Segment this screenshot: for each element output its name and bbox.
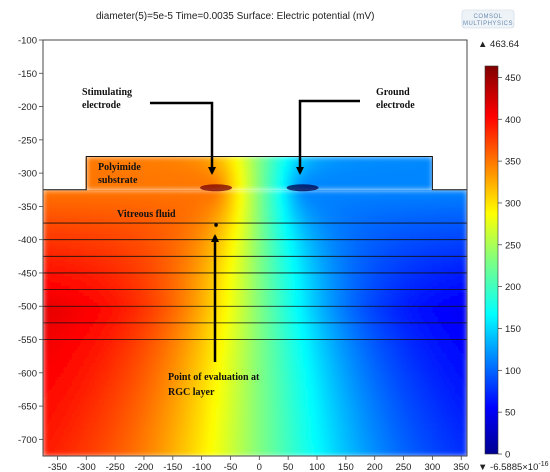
- stim-electrode-label-1: Stimulating: [82, 87, 132, 98]
- y-tick-label: -700: [18, 435, 37, 446]
- colorbar-max-label: ▲ 463.64: [478, 39, 519, 50]
- y-tick-label: -100: [18, 36, 37, 47]
- chart-title: diameter(5)=5e-5 Time=0.0035 Surface: El…: [96, 11, 374, 22]
- x-tick-label: 200: [367, 462, 383, 472]
- y-tick-label: -650: [18, 402, 37, 413]
- logo-line-1: COMSOL: [473, 14, 502, 20]
- x-tick-label: -100: [192, 462, 211, 472]
- x-tick-label: 100: [309, 462, 325, 472]
- evaluation-point: [214, 223, 218, 227]
- substrate-label-2: substrate: [98, 175, 138, 186]
- x-tick-label: -150: [163, 462, 182, 472]
- x-axis: -350 -300 -250 -200 -150 -100 -50 0 50 100 150 200 2…: [48, 456, 469, 472]
- colorbar-tick-label: 200: [505, 282, 521, 293]
- colorbar-min-exponent: -16: [538, 461, 548, 468]
- annotations: Stimulating electrode Ground electrode P…: [82, 87, 415, 398]
- y-tick-label: -150: [18, 69, 37, 80]
- ground-electrode-label-2: electrode: [376, 100, 415, 111]
- colorbar-tick-label: 450: [505, 73, 521, 84]
- colorbar: 0 50 100 150 200 250 300 350 400 450 ▲ 463.64 ▼ -…: [478, 39, 549, 472]
- y-tick-label: -400: [18, 235, 37, 246]
- ground-electrode-arrow: [296, 99, 360, 175]
- colorbar-tick-label: 50: [505, 408, 516, 419]
- logo-line-2: MULTIPHYSICS: [463, 21, 513, 27]
- geometry-overlay: [43, 155, 467, 340]
- y-tick-label: -250: [18, 135, 37, 146]
- x-tick-label: 350: [453, 462, 469, 472]
- colorbar-tick-label: 150: [505, 324, 521, 335]
- y-tick-label: -350: [18, 202, 37, 213]
- x-tick-label: -350: [48, 462, 67, 472]
- colorbar-tick-label: 100: [505, 366, 521, 377]
- colorbar-tick-label: 250: [505, 240, 521, 251]
- y-tick-label: -600: [18, 368, 37, 379]
- colorbar-gradient: [484, 65, 499, 455]
- evaluation-label-2: RGC layer: [168, 387, 215, 398]
- vitreous-label: Vitreous fluid: [117, 209, 176, 220]
- substrate-outline: [43, 155, 467, 191]
- stim-electrode-arrow: [150, 101, 216, 175]
- y-tick-label: -500: [18, 302, 37, 313]
- x-tick-label: -300: [77, 462, 96, 472]
- x-tick-label: 300: [424, 462, 440, 472]
- stimulating-electrode: [200, 184, 233, 192]
- x-tick-label: -200: [134, 462, 153, 472]
- comsol-logo: COMSOL MULTIPHYSICS: [461, 9, 515, 29]
- colorbar-min-base: ▼ -6.5885×10: [478, 462, 538, 472]
- plot-frame: [42, 39, 468, 457]
- x-tick-label: -250: [106, 462, 125, 472]
- substrate-label-1: Polyimide: [98, 162, 141, 173]
- ground-electrode: [286, 184, 319, 192]
- colorbar-tick-label: 300: [505, 198, 521, 209]
- colorbar-tick-label: 400: [505, 115, 521, 126]
- ground-electrode-label-1: Ground: [376, 87, 410, 98]
- x-tick-label: 0: [257, 462, 262, 472]
- colorbar-tick-label: 350: [505, 157, 521, 168]
- colorbar-tick-label: 0: [505, 450, 510, 461]
- y-tick-label: -200: [18, 102, 37, 113]
- x-tick-label: 250: [396, 462, 412, 472]
- y-tick-label: -550: [18, 335, 37, 346]
- colorbar-min-label: ▼ -6.5885×10-16: [478, 461, 549, 472]
- y-tick-label: -300: [18, 169, 37, 180]
- x-tick-label: 150: [338, 462, 354, 472]
- x-tick-label: 50: [283, 462, 294, 472]
- evaluation-label-1: Point of evaluation at: [168, 372, 260, 383]
- y-axis: -100 -150 -200 -250 -300 -350 -400 -450 -500 -550…: [18, 36, 43, 446]
- stim-electrode-label-2: electrode: [82, 100, 121, 111]
- x-tick-label: -50: [224, 462, 238, 472]
- y-tick-label: -450: [18, 268, 37, 279]
